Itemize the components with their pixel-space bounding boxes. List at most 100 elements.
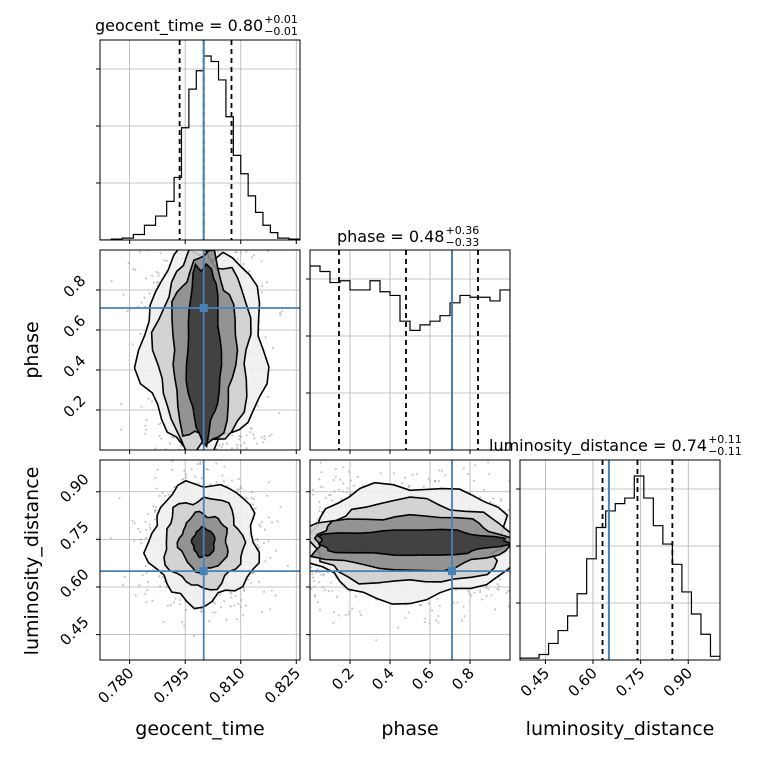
y-tick-label: 0.90	[56, 470, 92, 506]
sample-point	[155, 270, 158, 273]
title-minus: −0.33	[445, 236, 479, 249]
x-axis-label-geocent-time: geocent_time	[135, 718, 264, 740]
sample-point	[468, 592, 471, 596]
sample-point	[146, 589, 149, 592]
sample-point	[144, 520, 147, 523]
sample-point	[216, 250, 220, 253]
sample-point	[274, 549, 278, 552]
sample-point	[245, 496, 248, 499]
sample-point	[347, 470, 351, 473]
sample-point	[109, 536, 112, 540]
title-plus: +0.36	[445, 224, 479, 237]
sample-point	[144, 277, 148, 280]
sample-point	[230, 592, 233, 595]
sample-point	[259, 525, 262, 528]
sample-point	[415, 473, 418, 476]
sample-point	[260, 436, 264, 439]
sample-point	[158, 575, 161, 578]
sample-point	[268, 434, 271, 438]
sample-point	[171, 460, 174, 463]
sample-point	[473, 591, 476, 594]
sample-point	[252, 433, 255, 436]
sample-point	[240, 251, 243, 254]
sample-point	[139, 332, 142, 335]
sample-point	[397, 626, 400, 629]
panel-frame	[309, 459, 511, 661]
sample-point	[134, 268, 137, 271]
sample-point	[197, 482, 200, 485]
sample-point	[156, 468, 159, 471]
sample-point	[479, 588, 482, 591]
panel-frame	[309, 249, 511, 451]
sample-point	[269, 556, 272, 560]
sample-point	[263, 528, 267, 531]
sample-point	[264, 336, 267, 339]
sample-point	[139, 250, 142, 253]
sample-point	[159, 422, 163, 425]
panel-frame	[99, 249, 301, 451]
sample-point	[346, 487, 349, 490]
sample-point	[318, 581, 321, 584]
sample-point	[118, 497, 121, 500]
sample-point	[263, 435, 266, 438]
sample-point	[483, 488, 486, 491]
sample-point	[487, 587, 490, 591]
sample-point	[158, 434, 161, 437]
sample-point	[318, 506, 322, 509]
x-tick-label: 0.795	[150, 664, 193, 707]
sample-point	[276, 520, 279, 523]
sample-point	[236, 443, 239, 446]
sample-point	[132, 267, 135, 271]
sample-point	[145, 571, 148, 575]
sample-point	[154, 477, 157, 480]
sample-point	[182, 478, 185, 481]
sample-point	[235, 618, 238, 621]
title-label: geocent_time	[95, 16, 204, 36]
sample-point	[430, 609, 434, 612]
sample-point	[342, 466, 345, 469]
sample-point	[214, 611, 217, 614]
sample-point	[144, 432, 147, 435]
sample-point	[437, 621, 440, 624]
title-value: 0.74	[671, 436, 707, 455]
sample-point	[254, 538, 257, 541]
sample-point	[145, 419, 148, 422]
sample-point	[320, 471, 323, 474]
sample-point	[194, 475, 197, 478]
sample-point	[170, 435, 174, 439]
sample-point	[145, 528, 148, 532]
sample-point	[148, 292, 151, 295]
sample-point	[245, 434, 248, 437]
sample-point	[200, 610, 203, 613]
sample-point	[260, 291, 263, 294]
sample-point	[267, 540, 270, 543]
title-minus: −0.01	[264, 25, 298, 38]
x-tick-label: 0.4	[368, 664, 398, 694]
sample-point	[334, 359, 336, 361]
sample-point	[260, 521, 263, 524]
histogram-step	[310, 265, 510, 450]
sample-point	[215, 462, 218, 465]
sample-point	[137, 527, 140, 530]
sample-point	[217, 252, 220, 255]
sample-point	[221, 442, 225, 446]
sample-point	[507, 605, 510, 608]
sample-point	[463, 615, 466, 618]
sample-point	[140, 301, 143, 304]
sample-point	[497, 588, 500, 591]
sample-point	[167, 493, 170, 496]
sample-point	[144, 424, 147, 427]
sample-point	[131, 519, 134, 522]
sample-point	[236, 488, 239, 491]
sample-point	[149, 528, 152, 531]
x-tick-label: 0.2	[328, 664, 358, 694]
sample-point	[152, 505, 155, 508]
sample-point	[280, 310, 284, 313]
sample-point	[228, 457, 230, 459]
y-tick-label: 0.45	[56, 613, 92, 649]
x-tick-label: 0.810	[205, 664, 248, 707]
sample-point	[340, 498, 343, 501]
sample-point	[321, 586, 325, 589]
sample-point	[313, 593, 317, 597]
sample-point	[208, 620, 211, 623]
